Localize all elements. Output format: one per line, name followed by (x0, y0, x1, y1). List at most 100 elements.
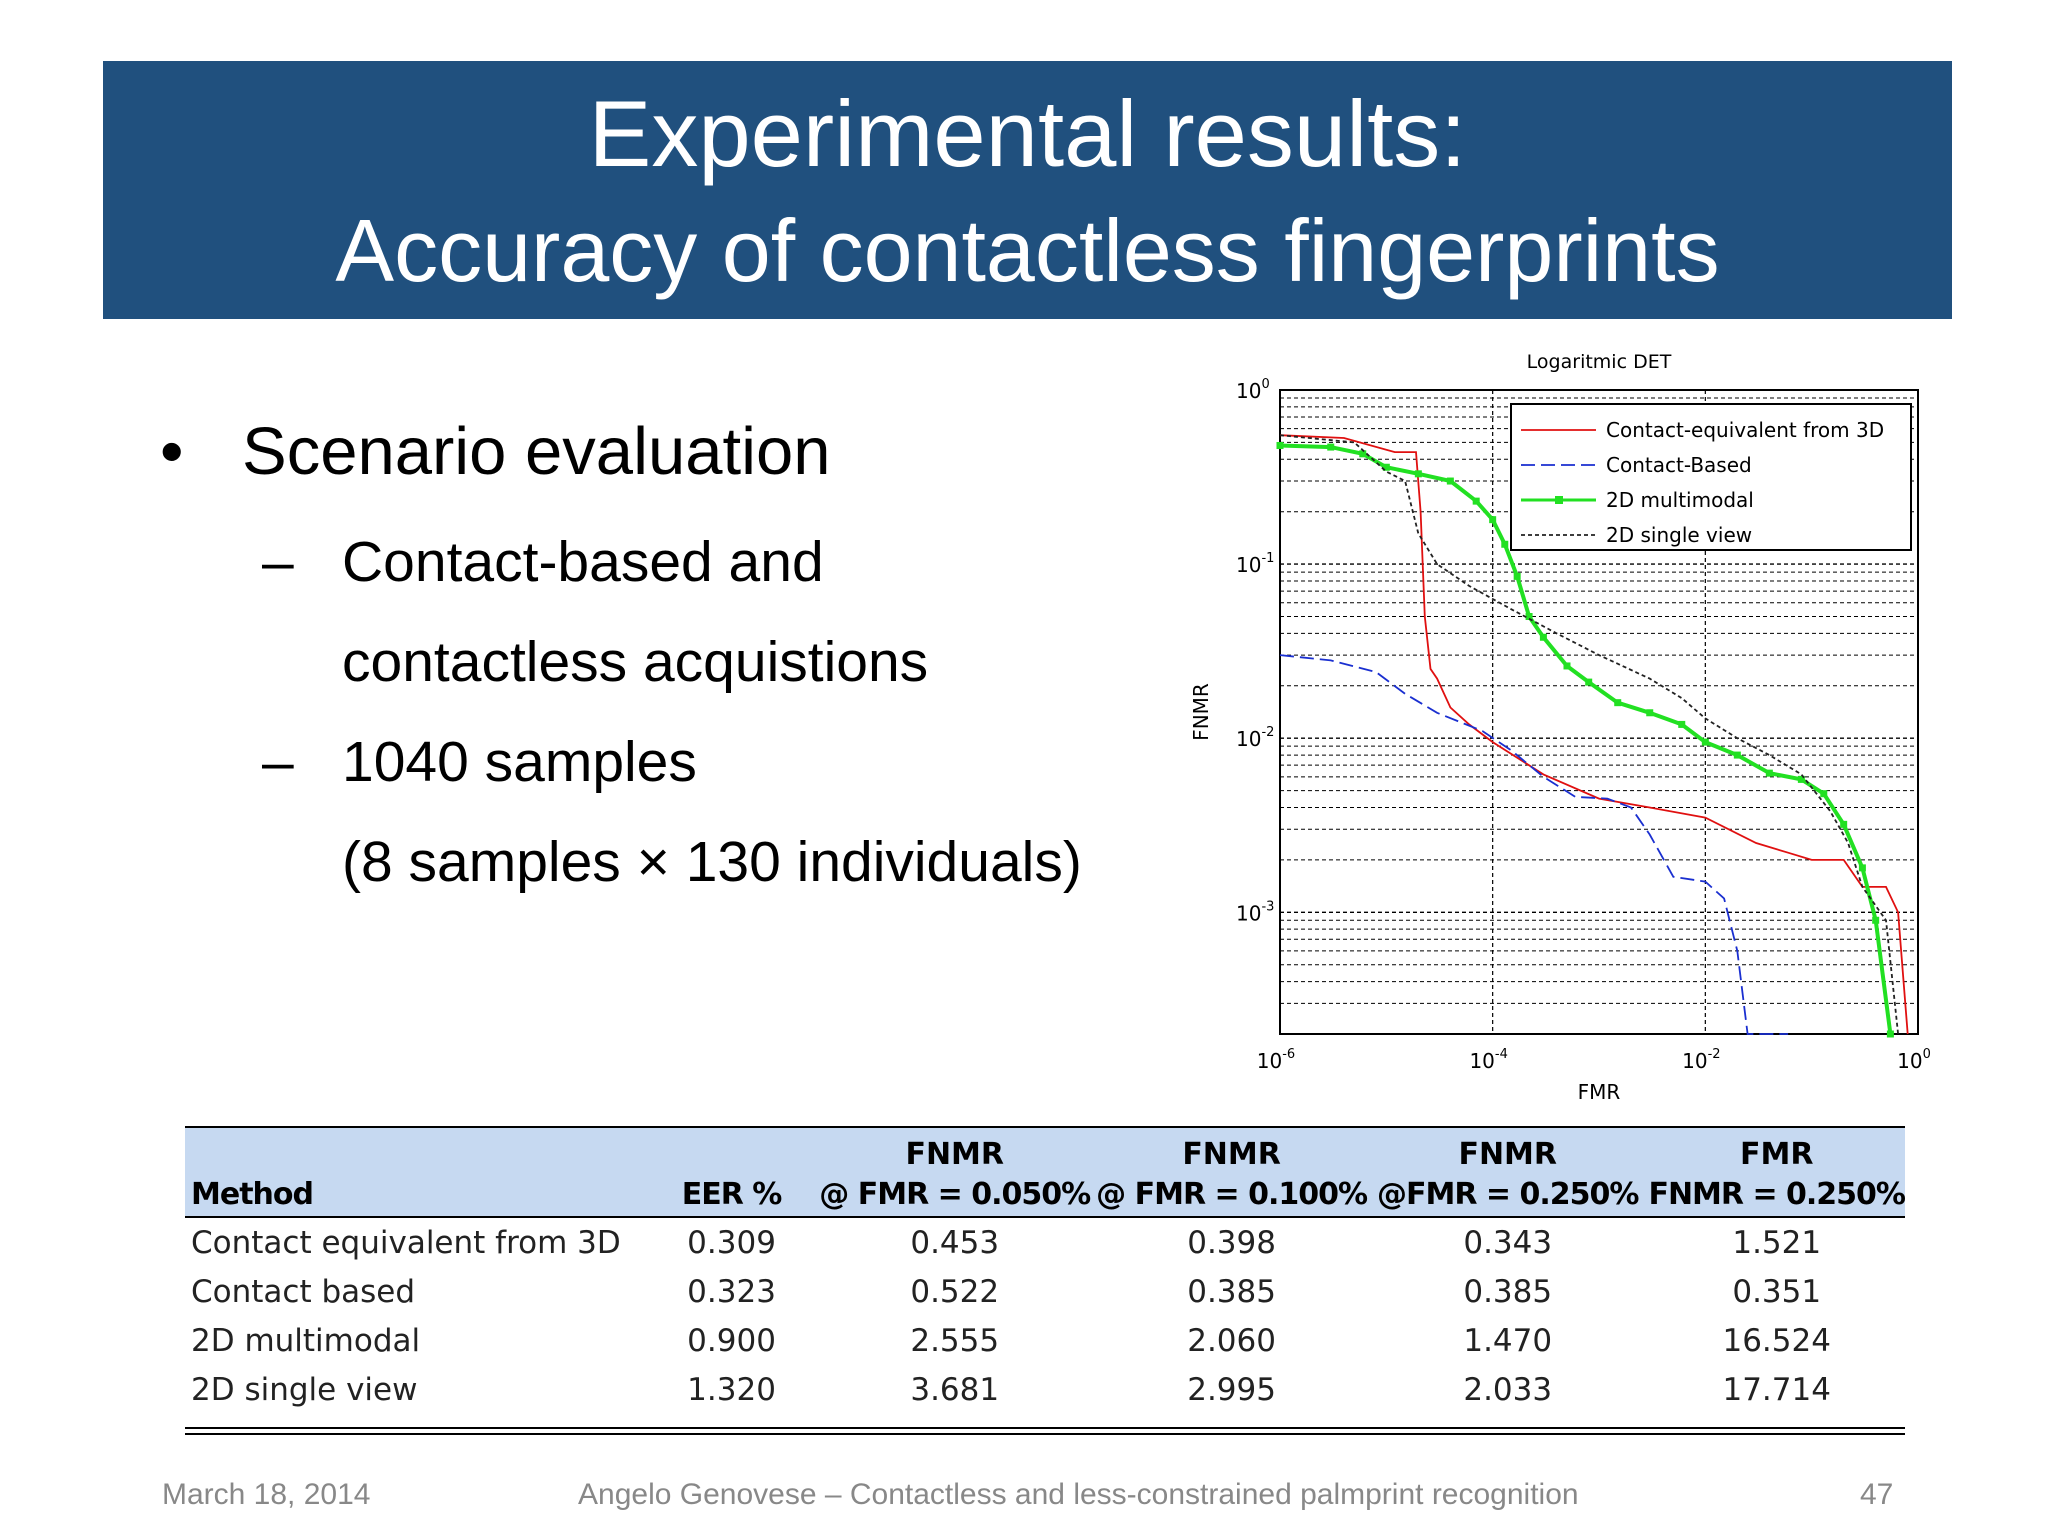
det-chart-svg: Logaritmic DET FMR FNMR 10-6 10-4 10-2 100 100 1… (1189, 351, 1931, 1104)
table-cell: 0.309 (687, 1224, 776, 1261)
legend-marker (1555, 496, 1563, 504)
table-cell: 0.900 (687, 1322, 776, 1359)
series-marker (1513, 572, 1521, 580)
table-header-cell: @ FMR = 0.100% (1096, 1172, 1368, 1217)
table-cell: 0.385 (1187, 1273, 1276, 1310)
table-cell: 2D single view (191, 1371, 418, 1408)
legend-label: 2D single view (1606, 523, 1752, 547)
bullet-scenario: • Scenario evaluation (160, 410, 831, 494)
table-cell: 2D multimodal (191, 1322, 421, 1359)
table-cell: 1.521 (1732, 1224, 1822, 1261)
legend-label: Contact-Based (1606, 453, 1752, 477)
results-table: FNMR FNMR FNMR FMR Method EER % @ FMR = … (185, 1128, 1906, 1414)
sub-bullet-dash: – (262, 730, 294, 794)
series-marker (1489, 516, 1497, 524)
table-header-cell: EER % (649, 1172, 814, 1217)
series-marker (1276, 441, 1284, 449)
series-marker (1701, 738, 1709, 746)
table-cell: 1.320 (687, 1371, 776, 1408)
table-cell: 2.033 (1463, 1371, 1553, 1408)
series-marker (1614, 699, 1622, 707)
table-cell: 16.524 (1722, 1322, 1831, 1359)
table-header-cell: FNMR (1367, 1128, 1649, 1172)
y-tick-label: 10-3 (1236, 899, 1274, 925)
table-header-cell: Method (185, 1172, 650, 1217)
table-cell: 0.323 (687, 1273, 776, 1310)
table-cell: 2.995 (1187, 1371, 1276, 1408)
table-header-cell: FNMR (1096, 1128, 1368, 1172)
table-cell: 3.681 (910, 1371, 1000, 1408)
series-marker (1733, 751, 1741, 759)
y-tick-label: 10-2 (1236, 725, 1274, 751)
series-marker (1501, 540, 1509, 548)
table-cell: 0.385 (1463, 1273, 1553, 1310)
footer-date: March 18, 2014 (162, 1478, 371, 1511)
series-marker (1472, 497, 1480, 505)
table-row: Contact based 0.323 0.522 0.385 0.385 0.… (185, 1267, 1905, 1316)
table-cell: 0.522 (910, 1273, 1000, 1310)
table-row: 2D multimodal 0.900 2.555 2.060 1.470 16… (185, 1316, 1905, 1365)
series-marker (1382, 463, 1390, 471)
plot-frame (1279, 389, 1919, 1035)
table-cell: 0.453 (910, 1224, 1000, 1261)
det-chart: Logaritmic DET FMR FNMR 10-6 10-4 10-2 100 100 1… (1178, 334, 1958, 1118)
x-tick-label: 10-2 (1682, 1047, 1720, 1073)
table-bottom-rule (185, 1427, 1905, 1429)
table-cell: Contact equivalent from 3D (191, 1224, 621, 1261)
table-header-cell: @ FMR = 0.050% (813, 1172, 1097, 1217)
series-marker (1539, 633, 1547, 641)
table-row: Contact equivalent from 3D 0.309 0.453 0… (185, 1217, 1905, 1267)
table-header-row: FNMR FNMR FNMR FMR (185, 1128, 1905, 1172)
series-marker (1872, 916, 1880, 924)
sub-bullet-dash: – (262, 530, 294, 594)
table-cell: 0.343 (1463, 1224, 1553, 1261)
table-header-cell: @FMR = 0.250% (1367, 1172, 1649, 1217)
slide-title: Experimental results: (588, 81, 1467, 186)
series-marker (1646, 709, 1654, 717)
table-cell: 0.351 (1732, 1273, 1822, 1310)
table-header-cell: FMR (1648, 1128, 1905, 1172)
table-cell: 17.714 (1722, 1371, 1831, 1408)
sub-bullet-acquisitions: – Contact-based and (262, 527, 824, 597)
table-header-cell: FNMR (813, 1128, 1097, 1172)
table-cell: Contact based (191, 1273, 416, 1310)
series-marker (1820, 790, 1828, 798)
table-row: 2D single view 1.320 3.681 2.995 2.033 1… (185, 1365, 1905, 1414)
sub-bullet-text: 1040 samples (342, 730, 697, 794)
series-marker (1585, 678, 1593, 686)
series-line-1 (1279, 654, 1789, 1035)
table-header-cell: FNMR = 0.250% (1648, 1172, 1906, 1217)
slide-subtitle: Accuracy of contactless fingerprints (335, 201, 1720, 300)
series-line-3 (1279, 434, 1899, 1035)
x-tick-label: 10-4 (1469, 1047, 1507, 1073)
footer-title: Angelo Genovese – Contactless and less-c… (578, 1478, 1579, 1511)
series-marker (1446, 477, 1454, 485)
table-cell: 1.470 (1463, 1322, 1553, 1359)
table-header-row: Method EER % @ FMR = 0.050% @ FMR = 0.10… (185, 1172, 1906, 1217)
legend-label: 2D multimodal (1606, 488, 1754, 512)
x-tick-label: 10-6 (1257, 1047, 1295, 1073)
series-marker (1327, 443, 1335, 451)
y-tick-label: 10-1 (1236, 551, 1274, 577)
series-line-2 (1279, 443, 1893, 1035)
series-marker (1678, 720, 1686, 728)
legend-label: Contact-equivalent from 3D (1606, 418, 1884, 442)
series-marker (1359, 450, 1367, 458)
series-marker (1858, 864, 1866, 872)
table-cell: 0.398 (1187, 1224, 1276, 1261)
series-marker (1414, 470, 1422, 478)
chart-title: Logaritmic DET (1527, 351, 1672, 373)
bullet-dot: • (160, 414, 184, 489)
page-number: 47 (1860, 1478, 1894, 1511)
sub-bullet-continuation: (8 samples × 130 individuals) (342, 830, 1082, 894)
table-header-cell (649, 1128, 814, 1172)
y-tick-label: 100 (1236, 377, 1270, 403)
sub-bullet-continuation: contactless acquistions (342, 630, 929, 694)
series-marker (1797, 775, 1805, 783)
x-tick-label: 100 (1897, 1047, 1931, 1073)
series-marker (1886, 1030, 1894, 1038)
x-axis-label: FMR (1578, 1080, 1621, 1104)
series-marker (1563, 662, 1571, 670)
y-axis-label: FNMR (1189, 683, 1213, 741)
series-marker (1525, 613, 1533, 621)
